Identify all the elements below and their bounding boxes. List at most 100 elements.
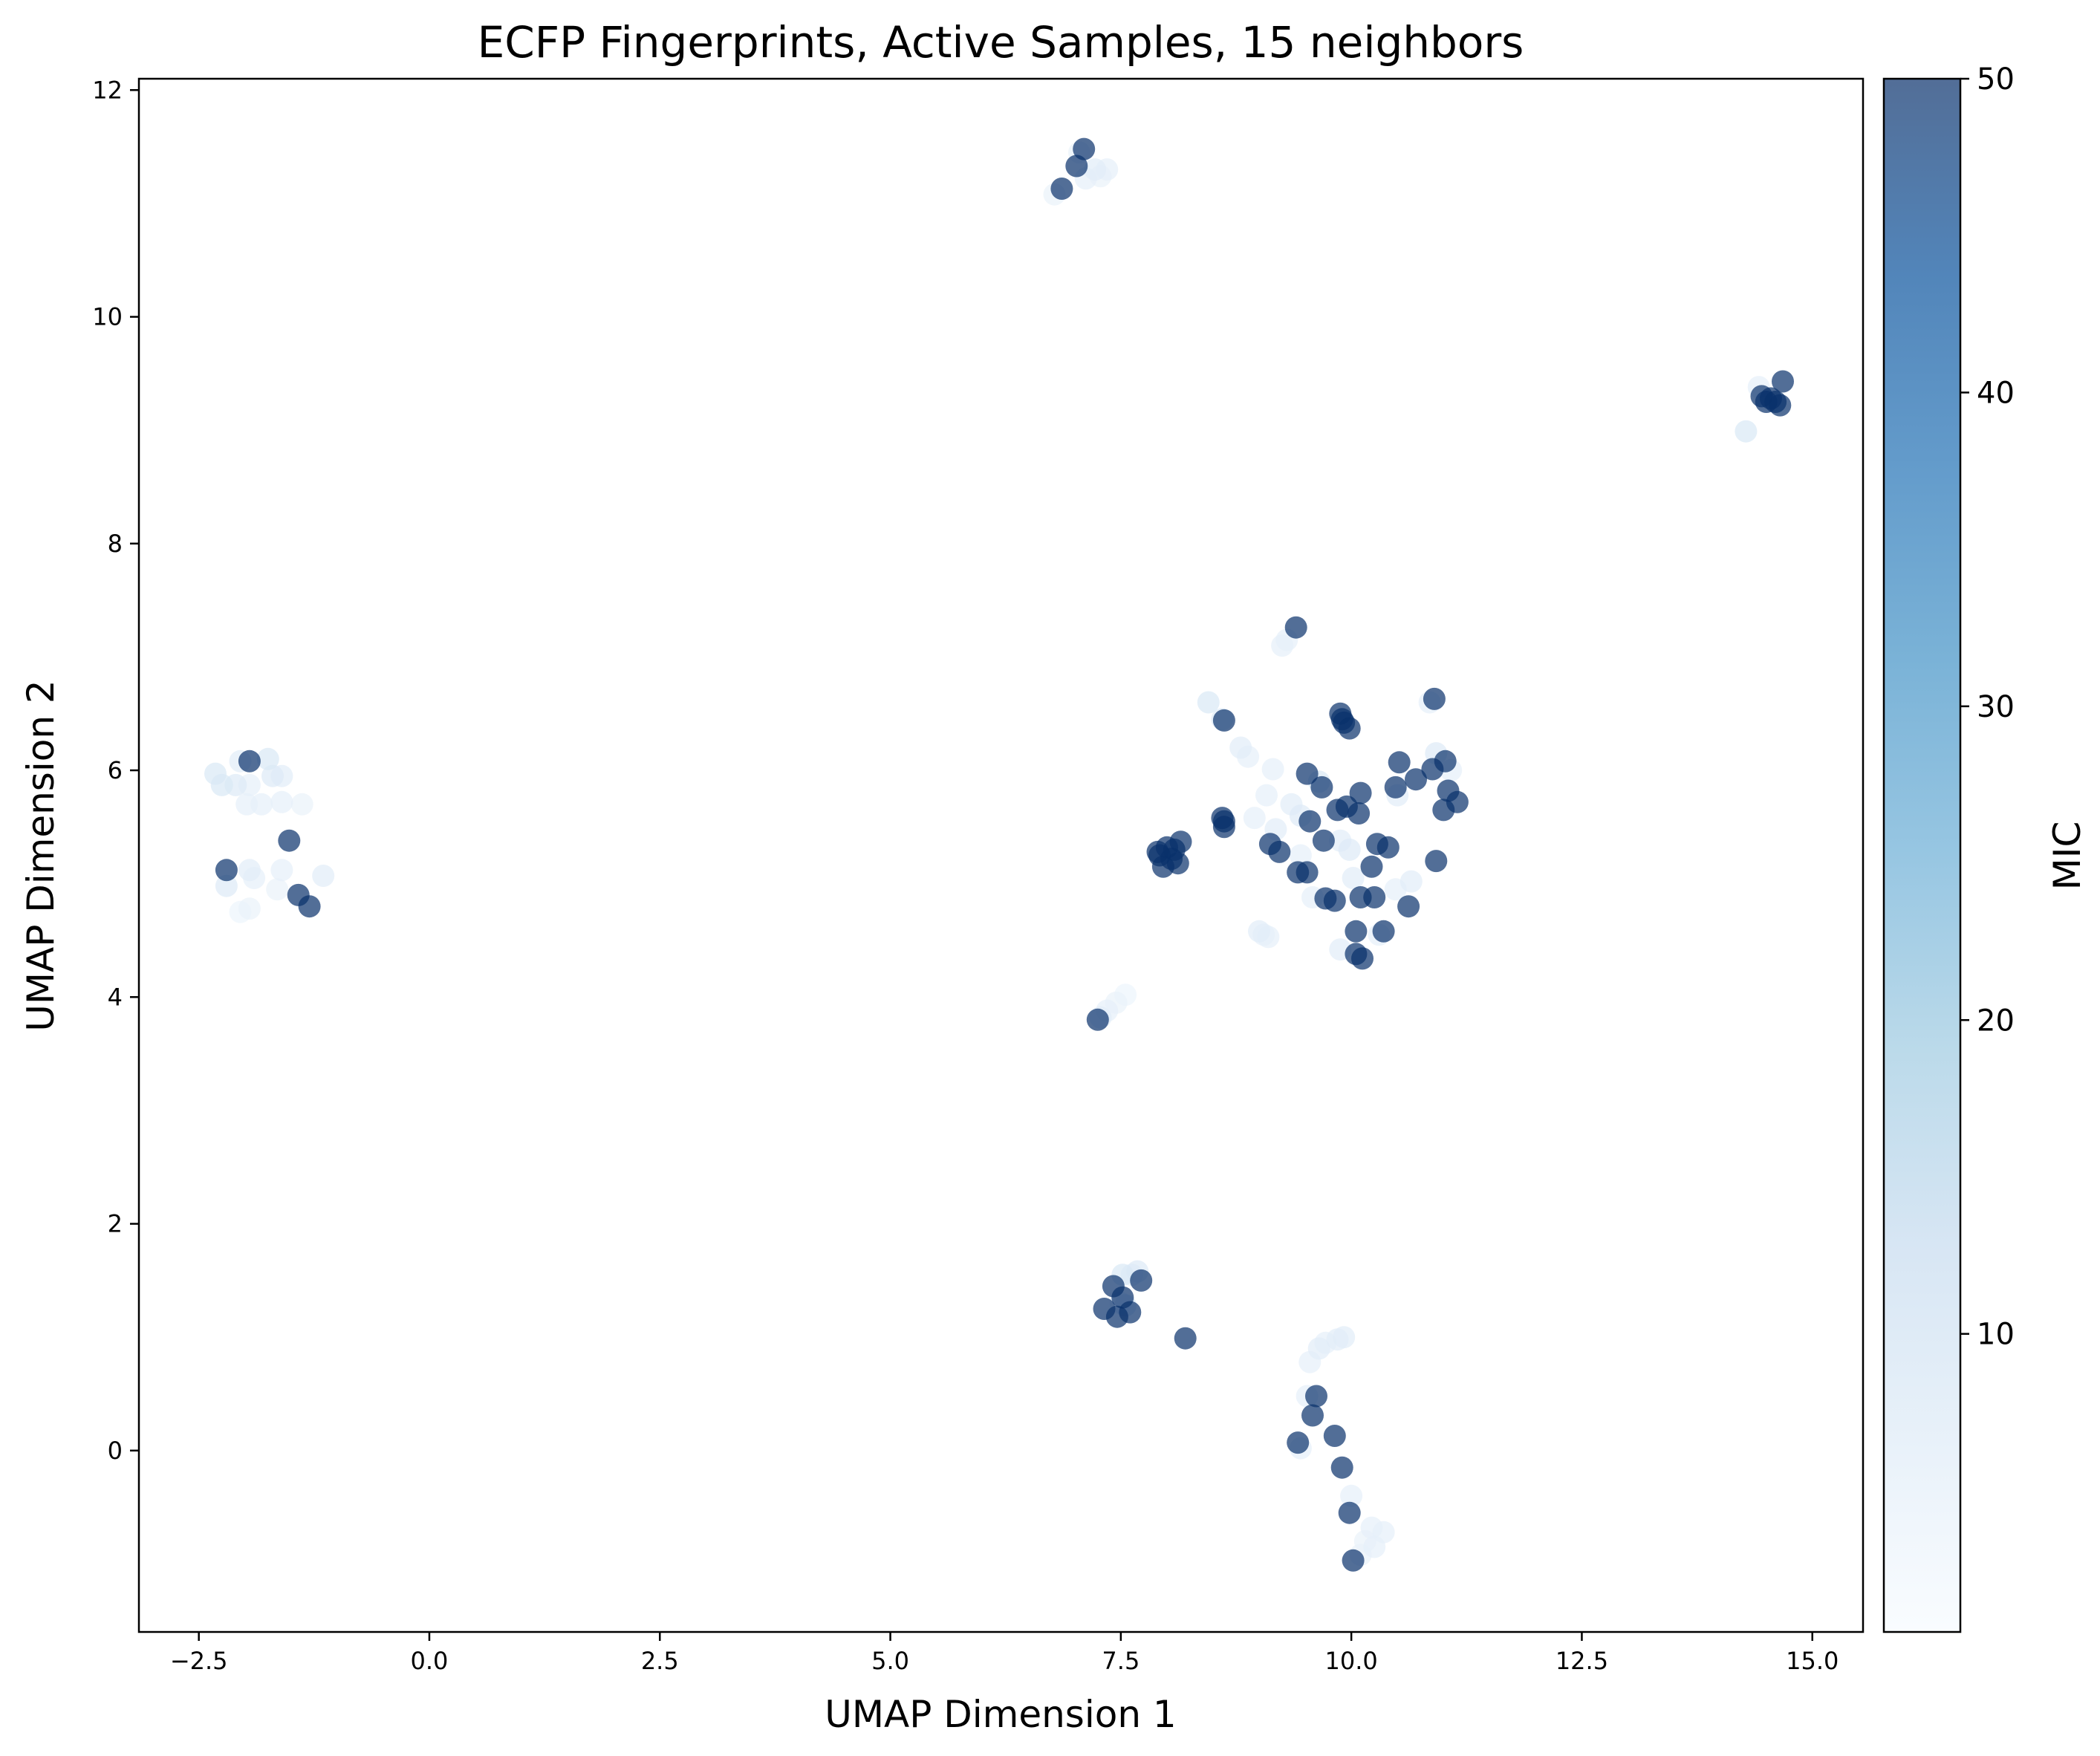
x-tick-label: 10.0	[1325, 1647, 1378, 1675]
data-point	[1289, 844, 1312, 867]
data-point	[1323, 1425, 1346, 1447]
colorbar-label: MIC	[2046, 822, 2089, 891]
data-point	[1351, 947, 1374, 970]
data-point	[1084, 158, 1107, 181]
data-point	[1384, 775, 1407, 799]
data-point	[1130, 1269, 1153, 1292]
data-point	[1388, 751, 1411, 774]
data-point	[278, 829, 301, 852]
x-axis: −2.5 0.0 2.5 5.0 7.5 10.0 12.5 15.0	[170, 1632, 1839, 1675]
data-point	[1363, 886, 1386, 908]
data-point	[1338, 717, 1361, 740]
y-tick-label: 6	[108, 756, 123, 784]
data-point	[290, 793, 313, 816]
y-axis-label: UMAP Dimension 2	[19, 680, 62, 1031]
data-point	[1772, 370, 1794, 393]
colorbar-tick-label: 50	[1977, 62, 2015, 97]
y-tick-label: 0	[108, 1437, 123, 1465]
data-point	[1050, 178, 1073, 200]
x-tick-label: 12.5	[1556, 1647, 1608, 1675]
data-point	[1330, 1456, 1353, 1479]
data-point	[270, 859, 293, 882]
data-point	[1769, 394, 1792, 417]
y-tick-label: 8	[108, 530, 123, 558]
data-point	[298, 895, 321, 918]
data-point	[1271, 634, 1294, 657]
data-point	[1360, 855, 1383, 878]
data-point	[1287, 1431, 1310, 1454]
colorbar-tick-label: 20	[1977, 1004, 2015, 1038]
data-point	[270, 790, 293, 813]
x-tick-label: 2.5	[641, 1647, 679, 1675]
data-point	[1301, 1404, 1324, 1427]
data-point	[1400, 870, 1423, 893]
data-point	[261, 764, 284, 787]
plot-frame	[137, 77, 1865, 1633]
colorbar-tick-label: 30	[1977, 690, 2015, 724]
data-point	[1212, 709, 1235, 732]
data-point	[1298, 810, 1322, 833]
data-point	[1197, 691, 1220, 714]
data-point	[1423, 687, 1446, 710]
data-point	[1086, 1008, 1109, 1031]
x-tick-label: 0.0	[411, 1647, 449, 1675]
data-points	[204, 137, 1794, 1572]
data-point	[238, 897, 261, 920]
data-point	[1338, 1501, 1361, 1524]
data-point	[1305, 1385, 1327, 1408]
data-point	[1229, 736, 1252, 759]
y-tick-label: 4	[108, 983, 123, 1011]
data-point	[1243, 807, 1266, 830]
data-point	[1363, 1535, 1386, 1558]
data-point	[1349, 781, 1372, 804]
data-point	[1284, 616, 1307, 639]
data-point	[1405, 768, 1427, 791]
data-point	[1735, 420, 1758, 443]
data-point	[1146, 840, 1169, 863]
data-point	[215, 859, 238, 882]
data-point	[1372, 920, 1395, 943]
colorbar-axis: 10 20 30 40 50	[1960, 62, 2015, 1352]
x-tick-label: −2.5	[170, 1647, 228, 1675]
data-point	[1307, 1337, 1330, 1360]
colorbar	[1884, 79, 1960, 1632]
data-point	[1212, 816, 1235, 839]
y-tick-label: 2	[108, 1210, 123, 1238]
data-point	[1268, 840, 1291, 863]
data-point	[1342, 867, 1365, 889]
data-point	[1166, 852, 1189, 875]
data-point	[1296, 762, 1319, 785]
data-point	[1119, 1301, 1142, 1324]
data-point	[1296, 861, 1319, 884]
data-point	[250, 793, 273, 816]
data-point	[1174, 1327, 1197, 1350]
x-tick-label: 15.0	[1786, 1647, 1839, 1675]
data-point	[210, 773, 233, 796]
data-point	[1397, 895, 1420, 918]
data-point	[256, 747, 279, 770]
data-point	[1065, 155, 1088, 178]
data-point	[1255, 784, 1278, 807]
data-point	[1248, 920, 1270, 943]
y-tick-label: 12	[92, 76, 123, 104]
colorbar-tick-label: 10	[1977, 1318, 2015, 1352]
chart-title: ECFP Fingerprints, Active Samples, 15 ne…	[478, 17, 1524, 68]
data-point	[215, 874, 238, 897]
data-point	[238, 749, 261, 773]
data-point	[1342, 1549, 1365, 1572]
colorbar-frame	[1882, 77, 1962, 1633]
data-point	[1340, 1484, 1363, 1507]
data-point	[1348, 802, 1371, 825]
y-tick-label: 10	[92, 303, 123, 331]
data-point	[1310, 775, 1333, 799]
data-point	[1345, 920, 1368, 943]
data-point	[312, 865, 335, 887]
data-point	[1432, 799, 1455, 822]
data-point	[266, 878, 289, 901]
x-tick-label: 5.0	[871, 1647, 909, 1675]
data-point	[238, 859, 261, 882]
data-point	[1434, 749, 1457, 773]
data-point	[1073, 137, 1096, 160]
data-point	[1425, 850, 1448, 873]
